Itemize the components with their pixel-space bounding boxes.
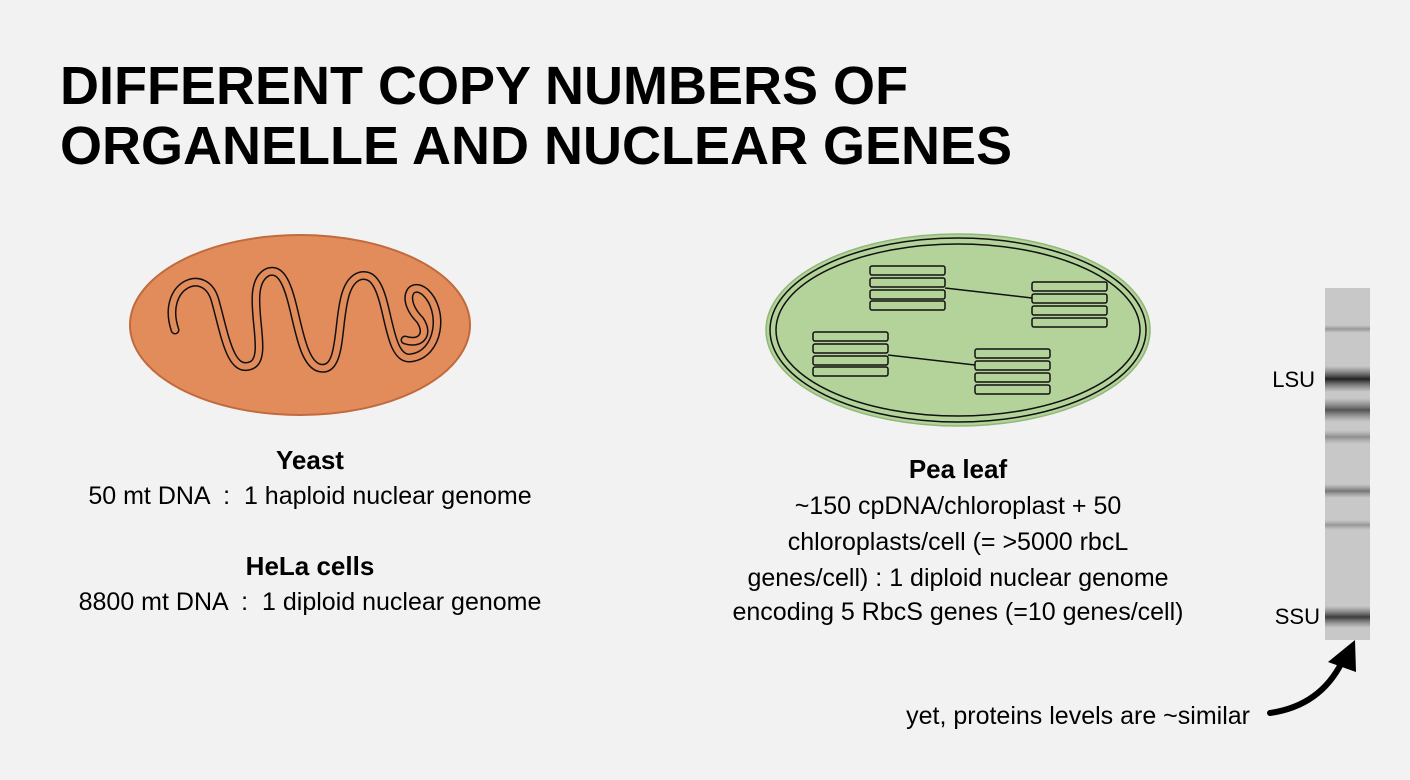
ratio-text: genes/cell) : 1 diploid nuclear genome [747, 564, 1168, 592]
band-label: SSU [1275, 604, 1320, 629]
ratio-text: 50 mt DNA : 1 haploid nuclear genome [88, 482, 531, 510]
arrow-head [1328, 640, 1356, 672]
note: yet, proteins levels are ~similar [906, 702, 1250, 730]
title-line: ORGANELLE AND NUCLEAR GENES [60, 116, 1012, 176]
ratio-text: ~150 cpDNA/chloroplast + 50 [795, 492, 1122, 520]
ratio-text: encoding 5 RbcS genes (=10 genes/cell) [733, 598, 1184, 626]
band-label: LSU [1272, 367, 1315, 392]
arrow [1267, 659, 1345, 716]
gel-image [1325, 288, 1370, 640]
organism-heading: Pea leaf [909, 454, 1008, 484]
mitochondrion-illustration [129, 234, 471, 416]
organism-heading: Yeast [276, 445, 344, 475]
chloroplast-illustration [765, 233, 1151, 427]
ratio-text: 8800 mt DNA : 1 diploid nuclear genome [79, 588, 542, 616]
ratio-text: chloroplasts/cell (= >5000 rbcL [788, 528, 1129, 556]
title-line: DIFFERENT COPY NUMBERS OF [60, 56, 908, 116]
organism-heading: HeLa cells [246, 551, 375, 581]
